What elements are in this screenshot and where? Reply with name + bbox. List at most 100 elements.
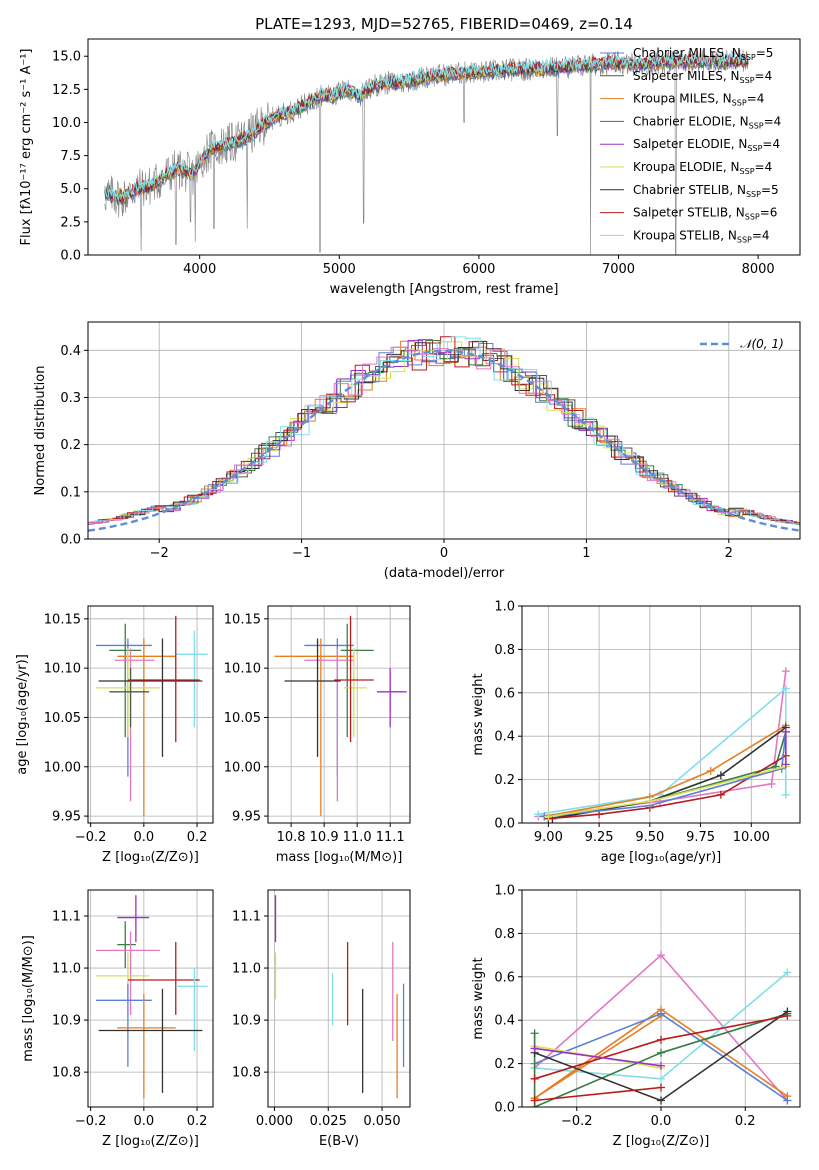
y-tick-label: 10.05	[44, 711, 81, 726]
x-tick-label: 7000	[602, 262, 635, 277]
plus-marker	[781, 760, 790, 769]
y-tick-label: 0.2	[60, 438, 81, 453]
plus-marker	[657, 1048, 665, 1057]
plot-frame	[521, 605, 801, 824]
x-tick-label: −0.2	[75, 830, 107, 845]
y-tick-label: 10.05	[224, 711, 261, 726]
x-axis-label: Z [log₁₀(Z/Z⊙)]	[102, 850, 199, 865]
plus-marker	[657, 951, 665, 960]
plot-area	[88, 890, 213, 1107]
panel-spectrum: 4000 5000 6000 7000 8000 0.0 2.5 5.0 7.5 10.0 12.5…	[19, 38, 801, 297]
x-axis-label: age [log₁₀(age/yr)]	[601, 850, 722, 865]
y-tick-label: 10.00	[224, 760, 261, 775]
x-tick-label: 0.2	[187, 830, 208, 845]
x-axis-label: wavelength [Angstrom, rest frame]	[330, 282, 559, 297]
plus-marker	[544, 812, 553, 821]
x-tick-label: 4000	[183, 262, 216, 277]
legend-entry: Chabrier ELODIE, NSSP=4	[633, 114, 781, 130]
x-tick-label: 10.00	[733, 830, 770, 845]
x-tick-label: 8000	[742, 262, 775, 277]
plot-frame	[521, 889, 801, 1108]
plus-marker	[595, 810, 604, 819]
y-axis-label: mass weight	[471, 957, 486, 1039]
plot-frame	[87, 889, 214, 1108]
y-tick-label: 0.0	[60, 249, 81, 264]
x-tick-label: 0.0	[651, 1114, 672, 1129]
plus-marker	[706, 766, 715, 775]
panel-residual-histogram: −2 −1 0 1 2 0.0 0.1 0.2 0.3 0.4 (data-model)/error…	[33, 321, 801, 581]
y-tick-label: 0.4	[60, 344, 81, 359]
y-tick-label: 1.0	[494, 600, 515, 615]
plot-frame	[267, 605, 411, 824]
y-tick-label: 0.3	[60, 391, 81, 406]
y-tick-label: 2.5	[60, 215, 81, 230]
x-tick-label: 0	[440, 546, 448, 561]
plus-marker	[716, 771, 725, 780]
x-tick-label: −0.2	[75, 1114, 107, 1129]
y-tick-label: 12.5	[52, 83, 81, 98]
plus-marker	[657, 1035, 665, 1044]
y-tick-label: 10.10	[224, 662, 261, 677]
x-tick-label: 9.25	[585, 830, 614, 845]
histogram-step-line	[88, 340, 800, 526]
x-tick-label: −1	[292, 546, 311, 561]
x-tick-label: 5000	[323, 262, 356, 277]
normal-curve	[88, 349, 800, 532]
y-tick-label: 10.15	[224, 612, 261, 627]
plus-marker	[781, 727, 790, 736]
y-tick-label: 11.1	[232, 910, 261, 925]
y-tick-label: 0.4	[494, 730, 515, 745]
legend-entry: Salpeter MILES, NSSP=4	[633, 69, 772, 85]
x-tick-label: −0.2	[561, 1114, 593, 1129]
y-tick-label: 0.0	[494, 1101, 515, 1116]
plot-area	[268, 606, 410, 823]
legend-entry: Kroupa MILES, NSSP=4	[633, 92, 764, 108]
mass-weight-line	[533, 1012, 788, 1107]
plus-marker	[657, 1096, 665, 1105]
plus-marker	[657, 1061, 665, 1070]
plus-marker	[530, 1044, 539, 1053]
legend-entry: Salpeter ELODIE, NSSP=4	[633, 137, 780, 153]
plot-area	[268, 890, 410, 1107]
y-axis-label: Flux [fλ10⁻¹⁷ erg cm⁻² s⁻¹ A⁻¹]	[19, 49, 34, 246]
y-tick-label: 0.0	[60, 533, 81, 548]
y-tick-label: 15.0	[52, 50, 81, 65]
x-tick-label: 0.000	[256, 1114, 293, 1129]
plot-area	[522, 606, 800, 823]
y-tick-label: 10.9	[232, 1014, 261, 1029]
legend-entry: 𝒩(0, 1)	[740, 337, 784, 351]
y-tick-label: 5.0	[60, 182, 81, 197]
y-tick-label: 0.0	[494, 817, 515, 832]
plus-marker	[783, 1011, 792, 1020]
y-axis-label: mass weight	[471, 673, 486, 755]
plus-marker	[657, 1074, 665, 1083]
plot-area	[522, 890, 800, 1107]
y-tick-label: 0.6	[494, 686, 515, 701]
y-tick-label: 11.0	[52, 962, 81, 977]
plot-frame	[87, 321, 801, 540]
plus-marker	[534, 810, 543, 819]
plot-area	[88, 606, 213, 823]
y-tick-label: 0.2	[494, 773, 515, 788]
mass-weight-line	[544, 724, 787, 818]
plus-marker	[781, 790, 790, 799]
x-tick-label: 2	[725, 546, 733, 561]
y-axis-label: age [log₁₀(age/yr)]	[15, 654, 30, 775]
y-tick-label: 0.1	[60, 485, 81, 500]
mass-weight-line	[544, 731, 787, 818]
x-tick-label: 9.50	[635, 830, 664, 845]
y-tick-label: 7.5	[60, 149, 81, 164]
plus-marker	[767, 779, 776, 788]
x-tick-label: 0.0	[134, 1114, 155, 1129]
y-tick-label: 0.4	[494, 1014, 515, 1029]
y-tick-label: 0.8	[494, 927, 515, 942]
x-tick-label: 11.0	[343, 830, 372, 845]
y-tick-label: 0.8	[494, 643, 515, 658]
panels: 4000 5000 6000 7000 80000.02.55.07.510.012.5…	[15, 38, 801, 1149]
panel-age-vs-Z: −0.2 0.0 0.2 9.95 10.00 10.05 10.10 10.15 Z [log…	[15, 605, 214, 865]
x-axis-label: (data-model)/error	[384, 566, 505, 581]
plus-marker	[783, 1096, 792, 1105]
y-tick-label: 11.1	[52, 910, 81, 925]
y-axis-label: Normed distribution	[33, 366, 48, 496]
